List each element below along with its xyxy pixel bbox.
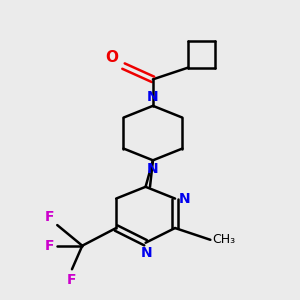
Text: N: N <box>147 162 159 176</box>
Text: F: F <box>45 239 54 253</box>
Text: CH₃: CH₃ <box>213 233 236 246</box>
Text: F: F <box>67 273 77 287</box>
Text: F: F <box>45 210 54 224</box>
Text: N: N <box>147 90 159 104</box>
Text: N: N <box>141 246 153 260</box>
Text: N: N <box>178 192 190 206</box>
Text: O: O <box>105 50 118 64</box>
